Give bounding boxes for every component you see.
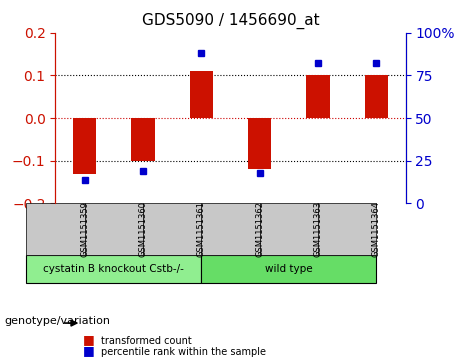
FancyBboxPatch shape: [201, 203, 260, 255]
Bar: [307, 76, 330, 118]
FancyBboxPatch shape: [201, 255, 377, 283]
Text: GSM1151360: GSM1151360: [138, 201, 148, 257]
FancyBboxPatch shape: [84, 203, 143, 255]
Text: genotype/variation: genotype/variation: [5, 316, 111, 326]
Bar: [248, 118, 272, 169]
Text: GSM1151364: GSM1151364: [372, 201, 381, 257]
Text: GSM1151359: GSM1151359: [80, 201, 89, 257]
Text: transformed count: transformed count: [101, 336, 192, 346]
FancyBboxPatch shape: [26, 255, 201, 283]
Text: percentile rank within the sample: percentile rank within the sample: [101, 347, 266, 357]
Text: GSM1151363: GSM1151363: [313, 201, 323, 257]
FancyBboxPatch shape: [260, 203, 318, 255]
Bar: [131, 118, 154, 161]
Text: cystatin B knockout Cstb-/-: cystatin B knockout Cstb-/-: [43, 264, 184, 274]
Bar: [189, 71, 213, 118]
Text: GSM1151362: GSM1151362: [255, 201, 264, 257]
FancyBboxPatch shape: [143, 203, 201, 255]
Text: wild type: wild type: [265, 264, 313, 274]
Bar: [73, 118, 96, 174]
Text: GSM1151361: GSM1151361: [197, 201, 206, 257]
Title: GDS5090 / 1456690_at: GDS5090 / 1456690_at: [142, 12, 319, 29]
FancyBboxPatch shape: [318, 203, 377, 255]
FancyBboxPatch shape: [26, 203, 84, 255]
Text: ■: ■: [83, 344, 95, 357]
Bar: [365, 76, 388, 118]
Text: ■: ■: [83, 333, 95, 346]
